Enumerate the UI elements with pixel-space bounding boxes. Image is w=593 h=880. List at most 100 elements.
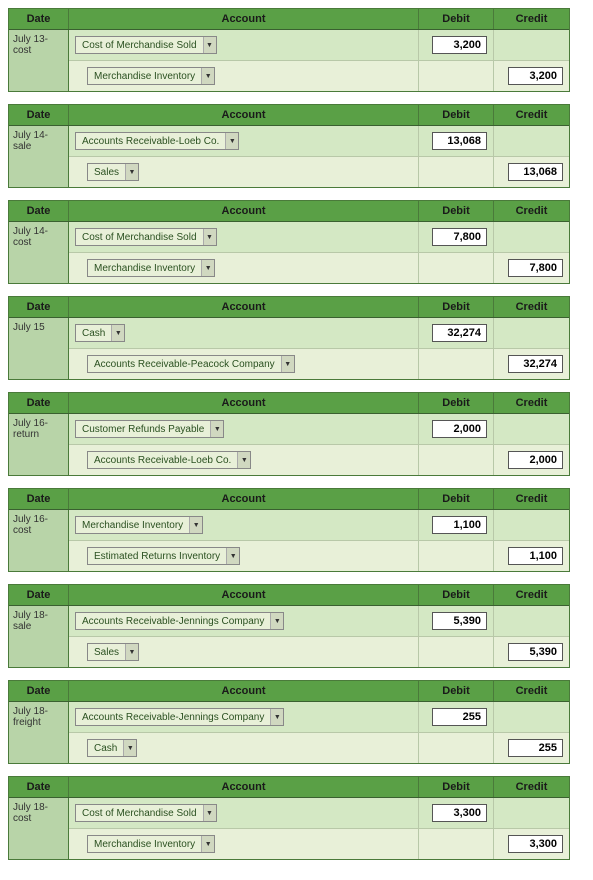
account-dropdown-text: Sales (88, 647, 125, 658)
chevron-down-icon: ▼ (189, 517, 202, 533)
debit-input[interactable]: 13,068 (432, 132, 487, 150)
credit-cell: 13,068 (494, 157, 569, 187)
debit-cell (419, 157, 494, 187)
header-account: Account (69, 297, 419, 317)
debit-cell: 3,300 (419, 798, 494, 828)
debit-input[interactable]: 2,000 (432, 420, 487, 438)
debit-input[interactable]: 255 (432, 708, 487, 726)
journal-container: DateAccountDebitCreditJuly 13-costCost o… (8, 8, 585, 860)
credit-input[interactable]: 3,300 (508, 835, 563, 853)
account-dropdown[interactable]: Accounts Receivable-Jennings Company▼ (75, 612, 284, 630)
account-dropdown[interactable]: Cash▼ (75, 324, 125, 342)
account-cell: Merchandise Inventory▼ (69, 61, 419, 91)
entry-line: Sales▼ 13,068 (69, 157, 569, 187)
entry-body: July 16-costMerchandise Inventory▼1,100E… (9, 510, 569, 571)
account-cell: Sales▼ (69, 637, 419, 667)
credit-input[interactable]: 3,200 (508, 67, 563, 85)
account-dropdown[interactable]: Accounts Receivable-Loeb Co.▼ (75, 132, 239, 150)
account-dropdown[interactable]: Estimated Returns Inventory▼ (87, 547, 240, 565)
debit-input[interactable]: 1,100 (432, 516, 487, 534)
header-credit: Credit (494, 585, 569, 605)
entry-line: Merchandise Inventory▼ 3,200 (69, 61, 569, 91)
credit-input[interactable]: 13,068 (508, 163, 563, 181)
debit-input[interactable]: 5,390 (432, 612, 487, 630)
account-dropdown[interactable]: Sales▼ (87, 643, 139, 661)
credit-cell (494, 414, 569, 444)
header-date: Date (9, 201, 69, 221)
credit-cell: 5,390 (494, 637, 569, 667)
account-dropdown[interactable]: Cash▼ (87, 739, 137, 757)
account-dropdown[interactable]: Customer Refunds Payable▼ (75, 420, 224, 438)
header-row: DateAccountDebitCredit (9, 9, 569, 30)
header-account: Account (69, 681, 419, 701)
account-dropdown[interactable]: Merchandise Inventory▼ (87, 259, 215, 277)
account-dropdown-text: Customer Refunds Payable (76, 424, 210, 435)
account-dropdown-text: Accounts Receivable-Loeb Co. (76, 136, 225, 147)
credit-input[interactable]: 7,800 (508, 259, 563, 277)
debit-cell (419, 733, 494, 763)
debit-input[interactable]: 3,200 (432, 36, 487, 54)
header-row: DateAccountDebitCredit (9, 777, 569, 798)
header-debit: Debit (419, 201, 494, 221)
credit-cell (494, 702, 569, 732)
journal-entry: DateAccountDebitCreditJuly 13-costCost o… (8, 8, 570, 92)
entry-body: July 16-returnCustomer Refunds Payable▼2… (9, 414, 569, 475)
account-dropdown[interactable]: Cost of Merchandise Sold▼ (75, 804, 217, 822)
entry-body: July 18-costCost of Merchandise Sold▼3,3… (9, 798, 569, 859)
header-date: Date (9, 9, 69, 29)
header-account: Account (69, 585, 419, 605)
debit-input[interactable]: 32,274 (432, 324, 487, 342)
header-row: DateAccountDebitCredit (9, 297, 569, 318)
account-dropdown[interactable]: Cost of Merchandise Sold▼ (75, 228, 217, 246)
credit-input[interactable]: 5,390 (508, 643, 563, 661)
debit-input[interactable]: 7,800 (432, 228, 487, 246)
account-dropdown[interactable]: Merchandise Inventory▼ (87, 835, 215, 853)
entry-body: July 15Cash▼32,274Accounts Receivable-Pe… (9, 318, 569, 379)
account-dropdown[interactable]: Accounts Receivable-Peacock Company▼ (87, 355, 295, 373)
account-dropdown-text: Accounts Receivable-Peacock Company (88, 359, 281, 370)
credit-input[interactable]: 1,100 (508, 547, 563, 565)
entry-line: Accounts Receivable-Loeb Co.▼ 13,068 (69, 126, 569, 157)
chevron-down-icon: ▼ (203, 229, 216, 245)
chevron-down-icon: ▼ (270, 613, 283, 629)
header-debit: Debit (419, 777, 494, 797)
debit-cell: 5,390 (419, 606, 494, 636)
header-credit: Credit (494, 201, 569, 221)
account-dropdown[interactable]: Accounts Receivable-Jennings Company▼ (75, 708, 284, 726)
header-account: Account (69, 393, 419, 413)
credit-input[interactable]: 2,000 (508, 451, 563, 469)
chevron-down-icon: ▼ (201, 260, 214, 276)
account-dropdown-text: Cost of Merchandise Sold (76, 808, 203, 819)
account-dropdown-text: Estimated Returns Inventory (88, 551, 226, 562)
credit-cell (494, 126, 569, 156)
header-account: Account (69, 105, 419, 125)
account-dropdown[interactable]: Merchandise Inventory▼ (87, 67, 215, 85)
header-row: DateAccountDebitCredit (9, 105, 569, 126)
journal-entry: DateAccountDebitCreditJuly 15Cash▼32,274… (8, 296, 570, 380)
debit-cell: 7,800 (419, 222, 494, 252)
account-cell: Cash▼ (69, 733, 419, 763)
credit-cell: 32,274 (494, 349, 569, 379)
account-dropdown[interactable]: Merchandise Inventory▼ (75, 516, 203, 534)
account-cell: Cost of Merchandise Sold▼ (69, 222, 419, 252)
credit-input[interactable]: 32,274 (508, 355, 563, 373)
entry-lines: Accounts Receivable-Jennings Company▼ 5,3… (69, 606, 569, 667)
header-credit: Credit (494, 9, 569, 29)
entry-line: Estimated Returns Inventory▼ 1,100 (69, 541, 569, 571)
account-dropdown[interactable]: Cost of Merchandise Sold▼ (75, 36, 217, 54)
credit-input[interactable]: 255 (508, 739, 563, 757)
entry-lines: Accounts Receivable-Jennings Company▼ 255… (69, 702, 569, 763)
account-dropdown-text: Merchandise Inventory (88, 71, 201, 82)
account-dropdown[interactable]: Sales▼ (87, 163, 139, 181)
entry-line: Accounts Receivable-Jennings Company▼ 5,3… (69, 606, 569, 637)
journal-entry: DateAccountDebitCreditJuly 18-saleAccoun… (8, 584, 570, 668)
debit-input[interactable]: 3,300 (432, 804, 487, 822)
account-dropdown-text: Merchandise Inventory (88, 263, 201, 274)
chevron-down-icon: ▼ (111, 325, 124, 341)
account-dropdown[interactable]: Accounts Receivable-Loeb Co.▼ (87, 451, 251, 469)
date-cell: July 18-sale (9, 606, 69, 667)
entry-body: July 18-saleAccounts Receivable-Jennings… (9, 606, 569, 667)
account-cell: Accounts Receivable-Loeb Co.▼ (69, 445, 419, 475)
entry-lines: Cash▼ 32,274 Accounts Receivable-Peacock C… (69, 318, 569, 379)
date-cell: July 14-cost (9, 222, 69, 283)
